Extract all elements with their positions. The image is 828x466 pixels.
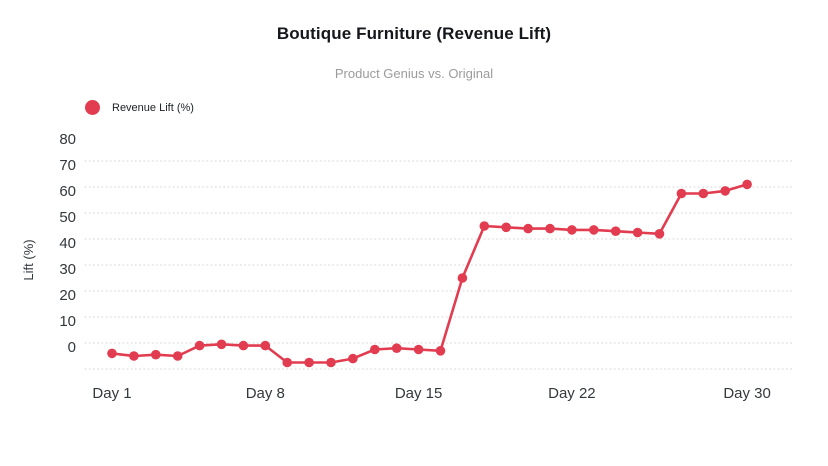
data-point bbox=[720, 186, 730, 196]
data-point bbox=[129, 351, 139, 361]
data-point bbox=[654, 229, 665, 239]
data-point bbox=[589, 225, 599, 235]
x-tick-label: Day 1 bbox=[92, 385, 131, 402]
data-point bbox=[567, 225, 577, 235]
legend-item-revenue-lift[interactable]: Revenue Lift (%) bbox=[85, 100, 194, 115]
data-point bbox=[304, 357, 314, 368]
y-tick-label: 10 bbox=[59, 313, 76, 330]
x-tick-label: Day 22 bbox=[548, 385, 596, 402]
data-point bbox=[172, 351, 183, 361]
legend-swatch-icon bbox=[85, 100, 100, 115]
y-tick-label: 70 bbox=[59, 157, 76, 174]
data-point bbox=[676, 188, 687, 199]
y-tick-label: 30 bbox=[59, 261, 76, 278]
data-point bbox=[326, 357, 336, 368]
data-point bbox=[370, 344, 380, 355]
data-point bbox=[282, 357, 293, 368]
data-point bbox=[435, 346, 446, 356]
x-tick-label: Day 15 bbox=[395, 385, 443, 402]
data-point bbox=[479, 221, 490, 231]
y-tick-label: 80 bbox=[59, 131, 76, 148]
x-tick-label: Day 30 bbox=[723, 385, 771, 402]
data-point bbox=[501, 222, 512, 233]
chart-subtitle: Product Genius vs. Original bbox=[334, 66, 494, 81]
y-tick-label: 0 bbox=[68, 339, 76, 356]
data-point bbox=[151, 349, 161, 360]
y-tick-label: 50 bbox=[59, 209, 76, 226]
data-point bbox=[742, 179, 752, 190]
data-point bbox=[523, 223, 533, 234]
x-tick-label: Day 8 bbox=[246, 385, 285, 402]
data-point bbox=[391, 343, 402, 354]
y-axis-title: Lift (%) bbox=[21, 239, 36, 280]
data-point bbox=[610, 226, 621, 236]
data-point bbox=[698, 188, 709, 199]
legend: Revenue Lift (%) bbox=[85, 100, 194, 115]
chart-title: Boutique Furniture (Revenue Lift) bbox=[276, 24, 552, 43]
data-point bbox=[545, 223, 555, 234]
series-line bbox=[110, 183, 749, 364]
data-point bbox=[632, 227, 643, 238]
data-point bbox=[216, 339, 227, 350]
data-point bbox=[348, 353, 358, 364]
data-point bbox=[107, 348, 117, 359]
y-tick-label: 60 bbox=[59, 183, 76, 200]
data-point bbox=[260, 340, 271, 351]
data-point bbox=[194, 340, 205, 351]
data-point bbox=[238, 340, 249, 351]
y-tick-label: 20 bbox=[59, 287, 76, 304]
data-point bbox=[413, 344, 424, 355]
data-point bbox=[457, 273, 468, 283]
y-tick-label: 40 bbox=[59, 235, 76, 252]
legend-label: Revenue Lift (%) bbox=[112, 101, 194, 114]
